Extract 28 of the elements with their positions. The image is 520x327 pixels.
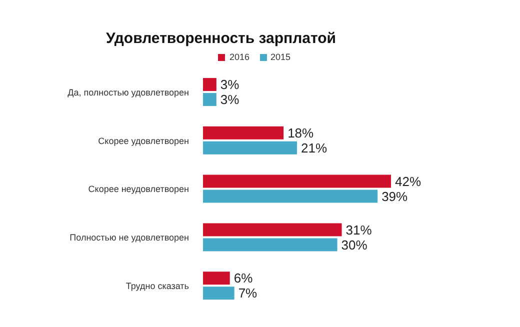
bar	[203, 78, 216, 91]
bar	[203, 286, 234, 300]
bar	[203, 141, 297, 154]
legend-label: 2016	[229, 52, 250, 62]
y-tick-label: Полностью не удовлетворен	[70, 232, 190, 243]
y-tick-label: Скорее неудовлетворен	[88, 184, 190, 194]
bar	[203, 93, 216, 106]
bar	[203, 238, 338, 252]
bar	[203, 190, 378, 203]
y-tick-label: Да, полностью удовлетворен	[68, 87, 190, 98]
data-label: 31%	[346, 222, 372, 238]
y-tick-label: Скорее удовлетворен	[98, 136, 190, 146]
bar	[203, 174, 391, 188]
data-label: 18%	[288, 125, 314, 140]
data-label: 30%	[341, 237, 368, 252]
data-label: 21%	[301, 140, 328, 156]
y-tick-label: Трудно сказать	[126, 280, 190, 291]
bar	[203, 272, 230, 285]
data-label: 3%	[220, 92, 240, 108]
data-label: 7%	[238, 286, 258, 301]
chart-title: Удовлетворенность зарплатой	[105, 29, 337, 49]
data-label: 42%	[395, 174, 422, 189]
data-label: 3%	[220, 77, 240, 92]
data-label: 39%	[382, 188, 408, 204]
legend-label: 2015	[270, 52, 291, 62]
bar	[203, 126, 284, 140]
data-label: 6%	[234, 270, 254, 286]
bar	[203, 223, 342, 236]
